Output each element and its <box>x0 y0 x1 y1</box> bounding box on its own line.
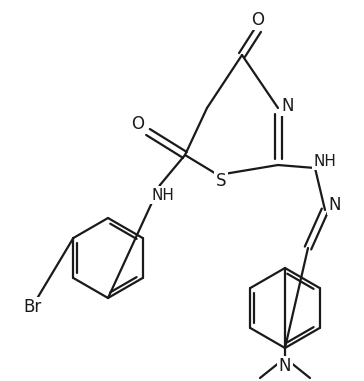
Text: S: S <box>216 172 226 190</box>
Text: N: N <box>282 97 294 115</box>
Text: O: O <box>252 11 265 29</box>
Text: N: N <box>329 196 341 214</box>
Text: N: N <box>279 357 291 375</box>
Text: Br: Br <box>23 298 41 316</box>
Text: NH: NH <box>151 187 174 202</box>
Text: O: O <box>131 115 145 133</box>
Text: NH: NH <box>313 154 336 168</box>
